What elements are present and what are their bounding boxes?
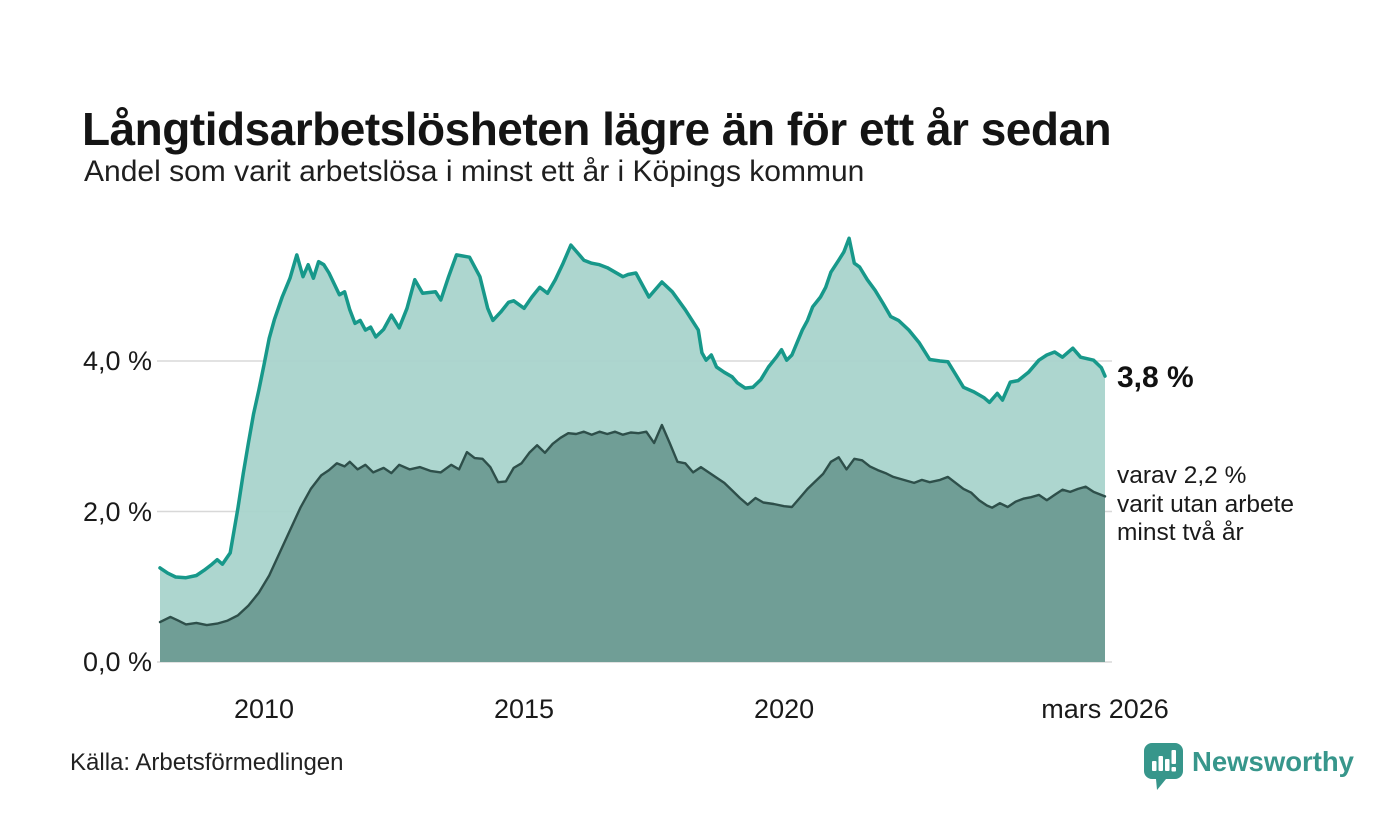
secondary-value-line: varav 2,2 % bbox=[1117, 462, 1247, 489]
newsworthy-logo-icon bbox=[1144, 743, 1183, 790]
x-axis-tick-label: 2020 bbox=[754, 694, 815, 724]
newsworthy-logo-text: Newsworthy bbox=[1192, 746, 1354, 777]
secondary-value-line: minst två år bbox=[1117, 519, 1244, 546]
x-axis-tick-label: 2015 bbox=[494, 694, 555, 724]
y-axis-tick-label: 2,0 % bbox=[82, 496, 152, 527]
page-title: Långtidsarbetslösheten lägre än för ett … bbox=[82, 102, 1112, 155]
series-line-0 bbox=[158, 236, 1107, 580]
x-axis-tick-label: 2010 bbox=[233, 694, 295, 724]
chart-subtitle: Andel som varit arbetslösa i minst ett å… bbox=[84, 155, 865, 188]
secondary-value-line: varit utan arbete bbox=[1117, 490, 1295, 518]
series-line-1 bbox=[158, 423, 1107, 627]
y-axis-tick-label: 4,0 % bbox=[82, 346, 152, 376]
latest-value-label: 3,8 % bbox=[1117, 361, 1194, 394]
newsworthy-logo: Newsworthy bbox=[1144, 743, 1354, 793]
y-axis-tick-label: 0,0 % bbox=[82, 647, 152, 677]
source-note: Källa: Arbetsförmedlingen bbox=[70, 749, 344, 776]
secondary-value-label: varav 2,2 % varit utan arbete minst två år bbox=[1117, 462, 1294, 548]
series-area-1 bbox=[160, 425, 1105, 662]
x-axis-tick-label: mars 2026 bbox=[1041, 694, 1169, 724]
